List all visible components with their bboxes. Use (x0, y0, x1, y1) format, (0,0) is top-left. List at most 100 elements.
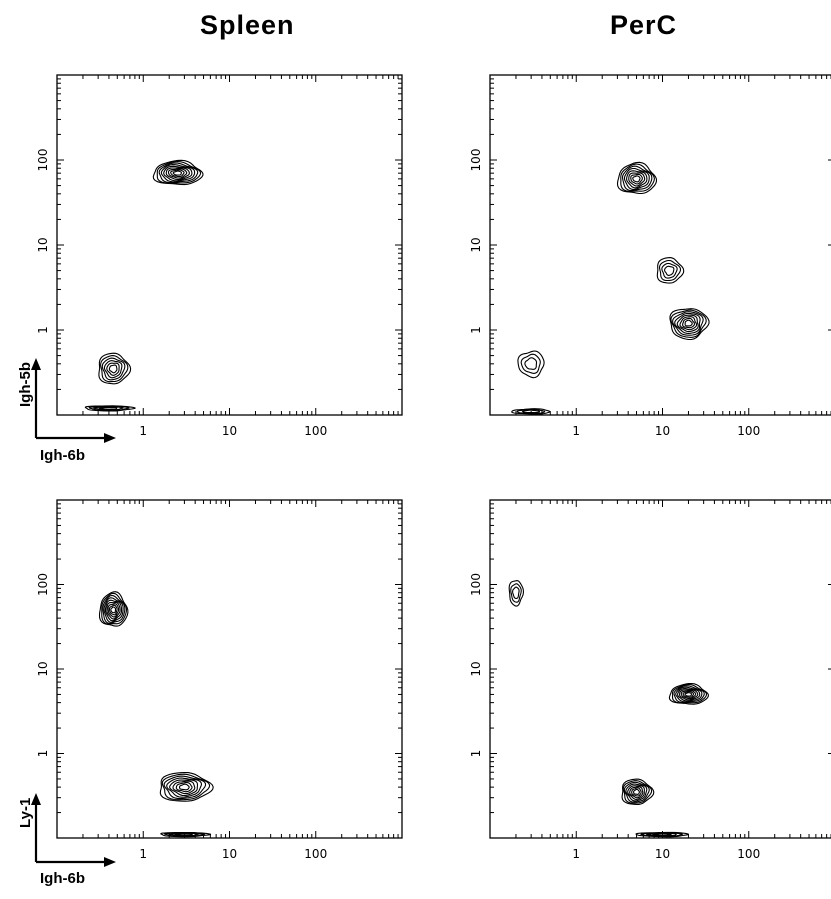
contour-line (646, 832, 678, 837)
contour-line (640, 832, 684, 837)
contour-line (102, 594, 126, 624)
contour-line (631, 787, 642, 797)
contour-line (178, 783, 190, 791)
contour-line (621, 165, 653, 192)
contour-line (656, 257, 685, 284)
contour-line (175, 781, 193, 793)
contour-line (152, 159, 204, 186)
y-tick-label: 100 (36, 573, 50, 596)
y-tick-label: 100 (36, 149, 50, 172)
axis-marker-bottom: Ly-1 Igh-6b (17, 793, 116, 887)
contour-line (158, 162, 199, 184)
x-tick-label: 10 (655, 847, 670, 861)
contour-line (672, 311, 704, 336)
contour-line (167, 168, 188, 179)
contour-line (98, 591, 129, 627)
y-tick-label: 10 (469, 237, 483, 252)
contour-line (104, 599, 123, 622)
contour-line (661, 262, 678, 279)
contour-line (98, 406, 118, 410)
contour-line (669, 308, 710, 341)
contour-line (516, 408, 546, 414)
contour-line (110, 606, 117, 614)
plot-frame (489, 74, 831, 416)
contour-line (621, 778, 655, 806)
contour-line (684, 692, 693, 697)
contour-line (106, 601, 121, 620)
contour-line (627, 785, 645, 800)
x-tick-label: 1 (572, 847, 580, 861)
y-tick-label: 10 (469, 661, 483, 676)
arrow-up-icon (31, 358, 41, 370)
x-tick-label: 100 (304, 847, 327, 861)
y-tick-label: 10 (36, 661, 50, 676)
panel-bottom-right: 1 10 100 1 10 100 (469, 499, 831, 861)
arrow-right-icon (104, 433, 116, 443)
y-tick-label: 10 (36, 237, 50, 252)
y-tick-label: 1 (469, 326, 483, 334)
contour-line (101, 592, 128, 625)
arrow-up-icon (31, 793, 41, 805)
contour-line (172, 780, 196, 795)
contour-line (684, 319, 693, 327)
contour-line (620, 163, 655, 192)
contour-line (679, 316, 698, 331)
y-tick-label: 1 (36, 326, 50, 334)
contour-line (108, 604, 118, 616)
contour-line (103, 597, 124, 623)
axis-marker-xlabel-top: Igh-6b (40, 447, 85, 464)
contour-line (632, 175, 641, 183)
contour-line (664, 265, 675, 276)
y-tick-label: 100 (469, 149, 483, 172)
panel-top-left: 1 10 100 1 10 100 (36, 74, 403, 438)
plot-frame (489, 499, 831, 839)
contour-line (622, 780, 653, 804)
panel-bottom-left: 1 10 100 1 10 100 (36, 499, 403, 861)
contour-line (166, 777, 203, 798)
contour-line (108, 364, 118, 374)
contour-line (159, 771, 214, 802)
x-tick-label: 10 (222, 847, 237, 861)
contour-line (520, 353, 541, 374)
y-tick-label: 1 (36, 750, 50, 758)
contour-line (616, 161, 658, 195)
contour-line (623, 781, 650, 803)
contour-line (629, 786, 644, 799)
x-tick-label: 100 (737, 424, 760, 438)
contour-line (169, 779, 199, 797)
x-tick-label: 1 (572, 424, 580, 438)
axis-marker-ylabel-bottom: Ly-1 (17, 798, 34, 828)
y-tick-label: 100 (469, 573, 483, 596)
contour-line (682, 317, 696, 329)
axis-marker-ylabel-top: Igh-5b (17, 362, 34, 407)
x-tick-label: 100 (737, 847, 760, 861)
contour-line (170, 169, 185, 178)
contour-line (668, 682, 709, 705)
contour-line (512, 586, 520, 599)
contour-line (671, 683, 708, 704)
contour-line (101, 357, 126, 381)
contour-line (161, 773, 211, 801)
contour-line (676, 314, 699, 333)
contour-line (100, 355, 129, 383)
x-tick-label: 1 (139, 847, 147, 861)
contour-line (156, 160, 202, 184)
contour-line (106, 362, 120, 376)
contour-line (98, 352, 132, 385)
contour-line (107, 603, 120, 618)
contour-line (163, 775, 207, 800)
contour-line (163, 165, 193, 182)
axis-marker-top: Igh-5b Igh-6b (17, 358, 116, 464)
contour-line (630, 173, 643, 185)
contour-line (508, 580, 524, 607)
contour-line (628, 172, 646, 187)
contour-line (165, 167, 190, 181)
contour-line (679, 689, 699, 701)
plot-frame (56, 499, 403, 839)
contour-line (511, 408, 551, 415)
x-tick-label: 100 (304, 424, 327, 438)
contour-line (517, 350, 545, 379)
contour-line (670, 309, 707, 338)
contour-line (510, 583, 522, 603)
contour-line (160, 164, 196, 183)
